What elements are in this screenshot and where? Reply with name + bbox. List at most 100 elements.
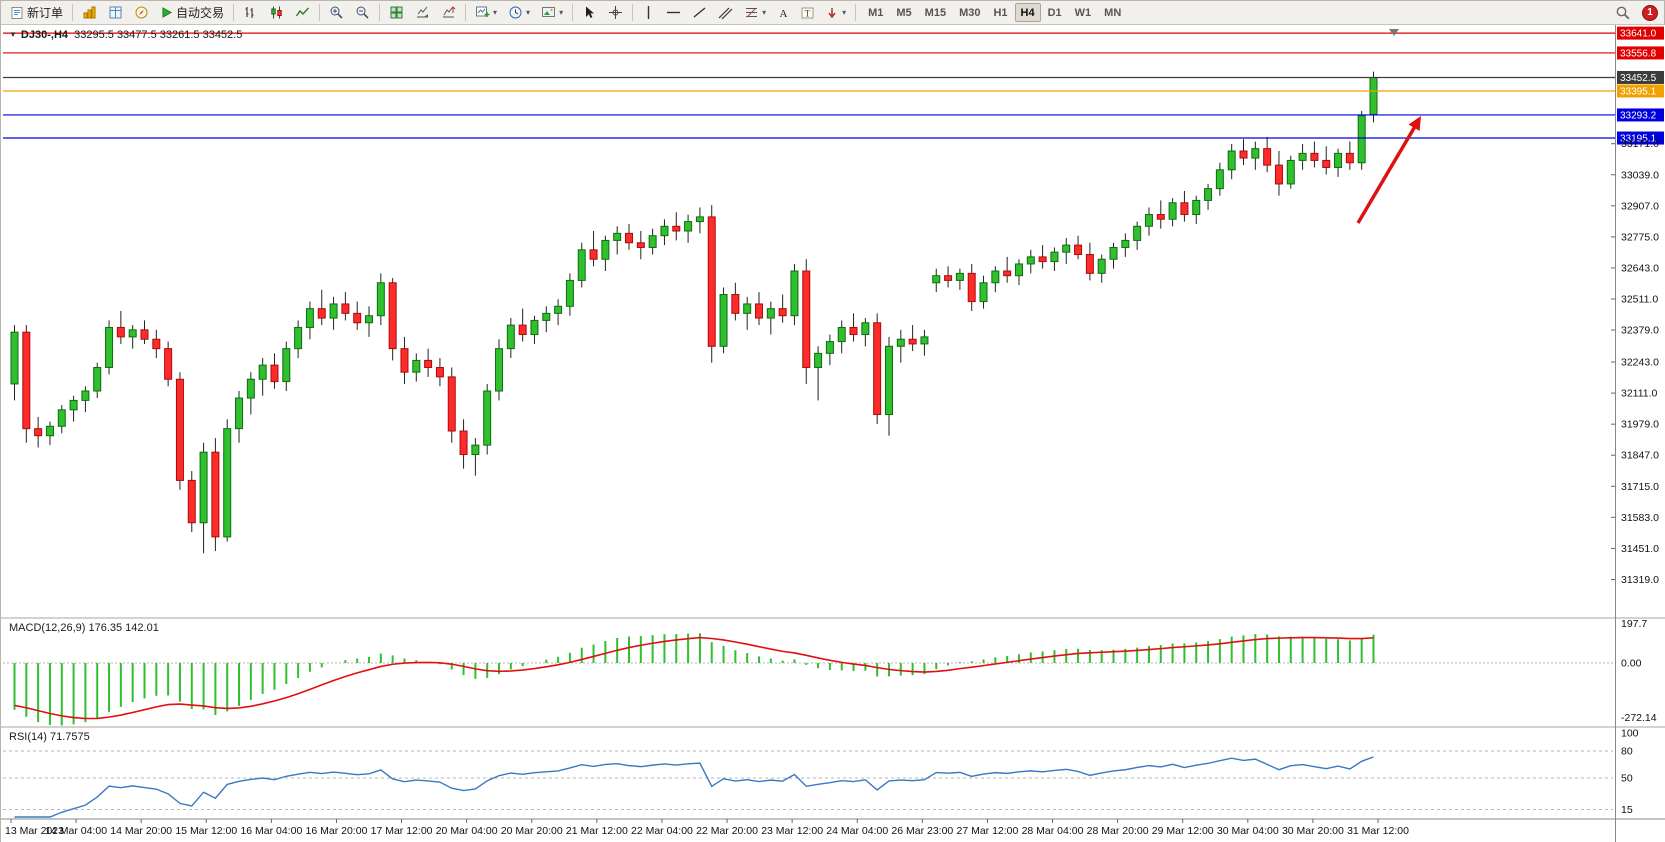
candle xyxy=(1074,244,1083,256)
autotrading-button[interactable]: 自动交易 xyxy=(155,2,229,23)
dropdown-caret-icon: ▾ xyxy=(842,7,847,17)
candle xyxy=(825,341,834,354)
text-label-button[interactable]: T xyxy=(796,2,819,23)
zoom-out-button[interactable] xyxy=(350,2,375,23)
channel-button[interactable] xyxy=(713,2,738,23)
candle xyxy=(1227,150,1236,171)
candle xyxy=(1274,164,1283,185)
time-tick-label: 16 Mar 20:00 xyxy=(306,825,368,837)
candle xyxy=(270,364,279,383)
charts-button[interactable] xyxy=(77,2,102,23)
candlestick-chart-button[interactable] xyxy=(264,2,289,23)
candle xyxy=(766,308,775,319)
timeframe-mn-button[interactable]: MN xyxy=(1098,3,1127,22)
arrow-shape-icon xyxy=(825,6,839,20)
horizontal-line-button[interactable] xyxy=(661,2,686,23)
candle xyxy=(34,428,43,437)
timeframe-w1-button[interactable]: W1 xyxy=(1069,3,1098,22)
cursor-button[interactable] xyxy=(577,2,602,23)
chart-shift-button[interactable] xyxy=(436,2,461,23)
price-flag-33452.5[interactable] xyxy=(1617,70,1664,84)
arrows-dropdown-button[interactable]: ▾ xyxy=(820,2,851,23)
price-flag-33556.8[interactable] xyxy=(1617,46,1664,60)
template-dropdown-button[interactable]: ▾ xyxy=(536,2,568,23)
rsi-line xyxy=(14,756,1374,818)
chart-canvas[interactable]: 33641.0 33556.8 33452.5 33395.1 33293.2 33195… xyxy=(1,25,1665,842)
notification-badge[interactable]: 1 xyxy=(1642,4,1658,21)
price-tick-label: 31319.0 xyxy=(1621,574,1659,586)
candle xyxy=(1334,152,1343,168)
candle xyxy=(1215,169,1224,190)
macd-signal-line xyxy=(14,636,1374,720)
text-button[interactable]: A xyxy=(772,2,795,23)
tile-windows-icon xyxy=(389,5,404,20)
crosshair-button[interactable] xyxy=(603,2,628,23)
search-button[interactable] xyxy=(1610,2,1636,23)
time-tick-label: 20 Mar 04:00 xyxy=(436,825,498,837)
time-tick-label: 24 Mar 04:00 xyxy=(826,825,888,837)
bars-chart-button[interactable] xyxy=(238,2,263,23)
time-tick-label: 14 Mar 20:00 xyxy=(110,825,172,837)
candle xyxy=(175,378,184,481)
candle xyxy=(577,249,586,281)
candle xyxy=(1239,150,1248,159)
zoom-in-button[interactable] xyxy=(324,2,349,23)
candle xyxy=(412,359,421,373)
vertical-line-icon xyxy=(642,5,655,20)
candle xyxy=(979,282,988,303)
price-flag-text: 33395.1 xyxy=(1620,86,1657,97)
timeframe-m30-button[interactable]: M30 xyxy=(953,3,986,22)
cursor-arrow-icon xyxy=(582,5,597,20)
candle xyxy=(1345,152,1354,164)
time-tick-label: 29 Mar 12:00 xyxy=(1152,825,1214,837)
candle xyxy=(1192,199,1201,216)
candle xyxy=(294,326,303,350)
auto-scroll-button[interactable] xyxy=(410,2,435,23)
chart-window: 33641.0 33556.8 33452.5 33395.1 33293.2 33195… xyxy=(1,25,1665,842)
candle xyxy=(128,329,137,338)
navigator-button[interactable] xyxy=(129,2,154,23)
time-tick-label: 31 Mar 12:00 xyxy=(1347,825,1409,837)
price-flag-33395.1[interactable] xyxy=(1617,84,1664,98)
candle xyxy=(861,322,870,336)
tile-windows-button[interactable] xyxy=(384,2,409,23)
macd-axis-label: 197.7 xyxy=(1621,618,1647,630)
vertical-line-button[interactable] xyxy=(637,2,660,23)
trend-arrow-annotation[interactable] xyxy=(1356,122,1419,224)
candle xyxy=(1180,202,1189,216)
price-flag-33641.0[interactable] xyxy=(1617,26,1664,40)
new-order-button[interactable]: 新订单 xyxy=(5,2,68,23)
candle xyxy=(589,249,598,260)
macd-axis-label: -272.14 xyxy=(1621,712,1657,724)
candle xyxy=(873,322,882,416)
candle xyxy=(1156,214,1165,220)
price-tick-label: 31847.0 xyxy=(1621,450,1659,462)
dropdown-caret-icon: ▾ xyxy=(762,7,767,17)
text-label-icon: T xyxy=(801,6,814,20)
market-watch-button[interactable] xyxy=(103,2,128,23)
new-chart-icon xyxy=(475,5,490,20)
candle xyxy=(246,378,255,399)
candle xyxy=(695,216,704,223)
period-dropdown-button[interactable]: ▾ xyxy=(503,2,535,23)
candle xyxy=(1050,251,1059,263)
candle xyxy=(22,331,31,430)
timeframe-h4-button[interactable]: H4 xyxy=(1014,3,1041,22)
trendline-button[interactable] xyxy=(687,2,712,23)
time-tick-label: 21 Mar 12:00 xyxy=(566,825,628,837)
price-flag-33195.1[interactable] xyxy=(1617,131,1664,145)
timeframe-m5-button[interactable]: M5 xyxy=(890,3,917,22)
new-chart-dropdown-button[interactable]: ▾ xyxy=(470,2,502,23)
candle xyxy=(1144,214,1153,227)
fibonacci-button[interactable]: ▾ xyxy=(739,2,771,23)
timeframe-h1-button[interactable]: H1 xyxy=(987,3,1013,22)
notification-count: 1 xyxy=(1647,7,1653,18)
timeframe-m1-button[interactable]: M1 xyxy=(862,3,889,22)
candle xyxy=(1121,239,1130,248)
timeframe-m15-button[interactable]: M15 xyxy=(919,3,952,22)
line-chart-button[interactable] xyxy=(290,2,315,23)
chart-shift-marker[interactable] xyxy=(1389,29,1399,36)
price-flag-33293.2[interactable] xyxy=(1617,108,1664,122)
candle xyxy=(187,479,196,524)
timeframe-d1-button[interactable]: D1 xyxy=(1042,3,1068,22)
